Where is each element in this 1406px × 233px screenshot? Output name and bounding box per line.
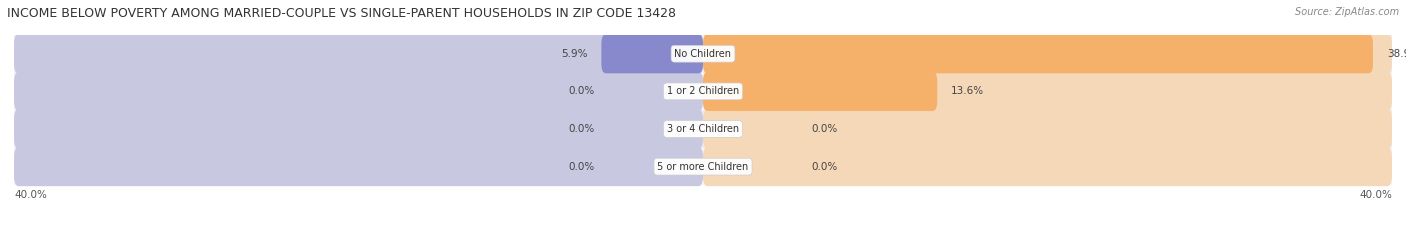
Text: 13.6%: 13.6% bbox=[950, 86, 984, 96]
Bar bbox=[14, 110, 1392, 148]
FancyBboxPatch shape bbox=[703, 34, 1374, 73]
Text: 0.0%: 0.0% bbox=[568, 124, 595, 134]
Text: 5 or more Children: 5 or more Children bbox=[658, 162, 748, 172]
Text: 3 or 4 Children: 3 or 4 Children bbox=[666, 124, 740, 134]
Text: No Children: No Children bbox=[675, 49, 731, 59]
Bar bbox=[14, 35, 1392, 72]
Bar bbox=[14, 72, 1392, 110]
FancyBboxPatch shape bbox=[14, 147, 703, 186]
FancyBboxPatch shape bbox=[14, 34, 703, 73]
Bar bbox=[14, 148, 1392, 185]
Text: Source: ZipAtlas.com: Source: ZipAtlas.com bbox=[1295, 7, 1399, 17]
Text: 0.0%: 0.0% bbox=[568, 162, 595, 172]
FancyBboxPatch shape bbox=[14, 72, 703, 111]
FancyBboxPatch shape bbox=[703, 72, 1392, 111]
FancyBboxPatch shape bbox=[602, 34, 703, 73]
Text: 1 or 2 Children: 1 or 2 Children bbox=[666, 86, 740, 96]
Text: INCOME BELOW POVERTY AMONG MARRIED-COUPLE VS SINGLE-PARENT HOUSEHOLDS IN ZIP COD: INCOME BELOW POVERTY AMONG MARRIED-COUPL… bbox=[7, 7, 676, 20]
FancyBboxPatch shape bbox=[703, 34, 1392, 73]
Text: 38.9%: 38.9% bbox=[1386, 49, 1406, 59]
FancyBboxPatch shape bbox=[703, 72, 938, 111]
FancyBboxPatch shape bbox=[703, 110, 1392, 149]
Text: 40.0%: 40.0% bbox=[14, 190, 46, 200]
Text: 0.0%: 0.0% bbox=[811, 162, 838, 172]
Text: 40.0%: 40.0% bbox=[1360, 190, 1392, 200]
Text: 0.0%: 0.0% bbox=[568, 86, 595, 96]
Text: 5.9%: 5.9% bbox=[561, 49, 588, 59]
FancyBboxPatch shape bbox=[14, 110, 703, 149]
FancyBboxPatch shape bbox=[703, 147, 1392, 186]
Text: 0.0%: 0.0% bbox=[811, 124, 838, 134]
